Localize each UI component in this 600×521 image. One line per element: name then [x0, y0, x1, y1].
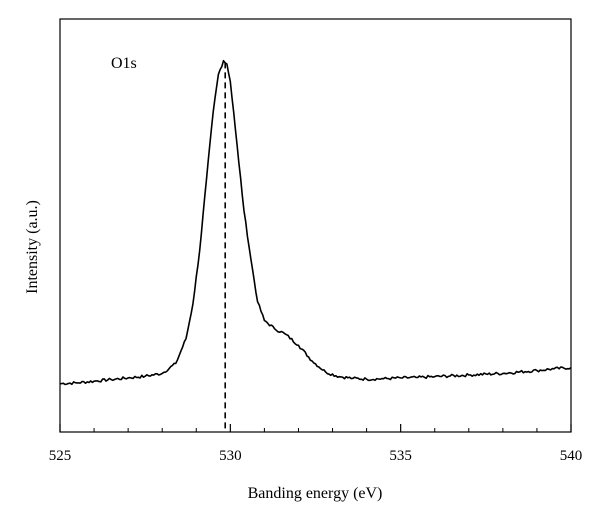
plot-frame: [59, 18, 572, 433]
annotation-label: O1s: [111, 55, 137, 72]
x-axis-title: Banding energy (eV): [248, 485, 383, 502]
series-line: [59, 59, 572, 386]
x-tick-label: 525: [49, 448, 72, 464]
x-axis-tick-labels: 525 530 535 540: [49, 448, 583, 464]
x-axis-ticks: [59, 424, 572, 432]
x-tick-label: 535: [389, 448, 412, 464]
x-tick-label: 540: [560, 448, 583, 464]
x-tick-label: 530: [219, 448, 242, 464]
y-axis-title: Intensity (a.u.): [24, 200, 41, 294]
